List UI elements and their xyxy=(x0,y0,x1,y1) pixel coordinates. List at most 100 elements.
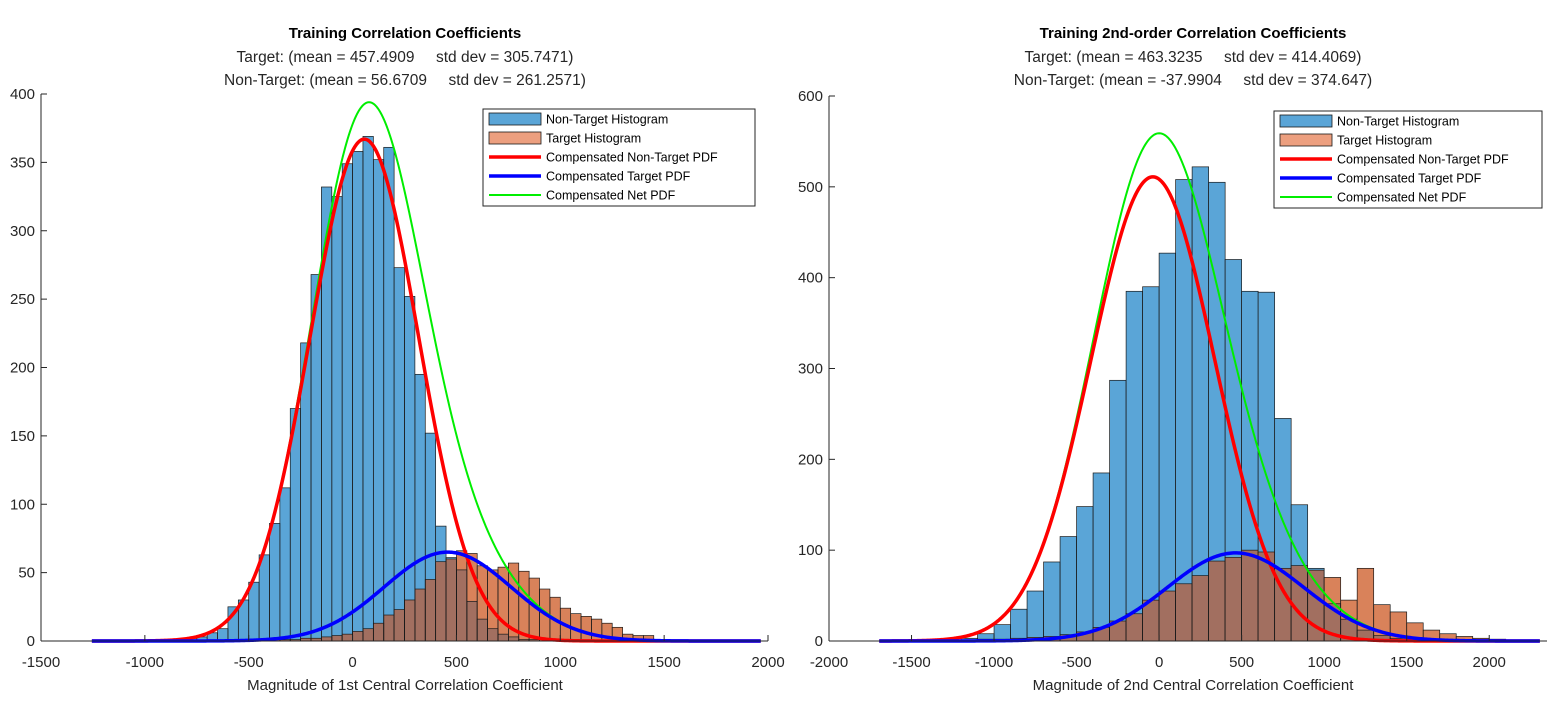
y-tick-label: 300 xyxy=(10,223,35,240)
target-bar xyxy=(497,567,509,635)
nontarget-bar xyxy=(977,633,995,640)
histogram-overlap-bar xyxy=(456,569,467,641)
target-bar xyxy=(456,550,467,570)
y-tick-label: 150 xyxy=(10,428,35,445)
nontarget-bar xyxy=(1175,179,1193,584)
nontarget-bar xyxy=(248,582,260,641)
nontarget-bar xyxy=(961,638,978,641)
legend-swatch xyxy=(488,131,542,145)
nontarget-bar xyxy=(994,624,1011,640)
histogram-overlap-bar xyxy=(1076,631,1094,641)
x-tick-label: 0 xyxy=(1155,654,1163,671)
y-tick-label: 0 xyxy=(815,633,823,650)
y-tick-label: 200 xyxy=(798,451,823,468)
y-tick-label: 300 xyxy=(798,361,823,378)
histogram-overlap-bar xyxy=(1109,621,1127,641)
nontarget-bar xyxy=(1307,568,1325,571)
chart-subtitle-target: Target: (mean = 457.4909 std dev = 305.7… xyxy=(237,49,574,66)
legend-label: Compensated Non-Target PDF xyxy=(546,151,718,165)
x-tick-label: 2000 xyxy=(1473,654,1506,671)
nontarget-bar xyxy=(259,554,270,641)
nontarget-bar xyxy=(1093,472,1110,628)
target-bar xyxy=(487,569,498,629)
histogram-overlap-bar xyxy=(1373,635,1391,641)
nontarget-bar xyxy=(1076,506,1094,632)
nontarget-histogram xyxy=(176,136,561,641)
nontarget-bar xyxy=(1060,536,1077,635)
y-tick-label: 200 xyxy=(10,360,35,377)
nontarget-bar xyxy=(435,526,447,562)
x-tick-label: -500 xyxy=(1062,654,1092,671)
histogram-overlap-bar xyxy=(466,601,478,641)
histogram-overlap-bar xyxy=(1126,613,1143,641)
chart-subtitle-target: Target: (mean = 463.3235 std dev = 414.4… xyxy=(1025,49,1362,66)
y-tick-label: 400 xyxy=(798,270,823,287)
histogram-overlap-bar xyxy=(1258,551,1275,641)
nontarget-bar xyxy=(362,136,374,629)
left-chart-correlation: Training Correlation Coefficients Target… xyxy=(10,25,785,694)
histogram-overlap-bar xyxy=(373,623,384,641)
nontarget-bar xyxy=(1274,418,1292,569)
axes: -1500 -1000 -500 0 500 1000 1500 2000 0 50 100 150 2… xyxy=(10,86,785,671)
histogram-overlap-bar xyxy=(508,636,519,641)
histogram-overlap-bar xyxy=(394,609,405,641)
nontarget-bar xyxy=(290,408,301,640)
histogram-overlap-bar xyxy=(352,631,363,641)
chart-subtitle-nontarget: Non-Target: (mean = 56.6709 std dev = 26… xyxy=(224,72,586,89)
nontarget-bar xyxy=(352,151,363,632)
x-axis-label: Magnitude of 2nd Central Correlation Coe… xyxy=(1033,677,1355,694)
target-bar xyxy=(1324,577,1341,604)
nontarget-bar xyxy=(1126,291,1143,614)
nontarget-bar xyxy=(404,296,415,600)
nontarget-bar xyxy=(425,433,436,580)
nontarget-bar xyxy=(207,632,218,641)
x-tick-label: 1000 xyxy=(1307,654,1340,671)
histogram-overlap-bar xyxy=(487,628,498,641)
y-tick-label: 350 xyxy=(10,154,35,171)
nontarget-bar xyxy=(342,163,353,635)
nontarget-bar xyxy=(414,374,426,590)
target-bar xyxy=(1406,622,1424,640)
target-bar xyxy=(1439,633,1457,641)
histogram-overlap-bar xyxy=(279,639,291,641)
legend-label: Non-Target Histogram xyxy=(1337,115,1459,129)
nontarget-bar xyxy=(217,628,228,641)
target-bar xyxy=(591,619,602,641)
nontarget-bar xyxy=(227,606,239,641)
x-tick-label: -1000 xyxy=(975,654,1013,671)
y-tick-label: 250 xyxy=(10,291,35,308)
histogram-overlap-bar xyxy=(362,628,374,641)
histogram-overlap-bar xyxy=(425,579,436,641)
nontarget-histogram xyxy=(961,166,1424,641)
axes: -2000 -1500 -1000 -500 0 500 1000 1500 2000 0 100 2… xyxy=(798,88,1547,671)
legend: Non-Target Histogram Target Histogram Comp… xyxy=(482,108,756,207)
histogram-overlap-bar xyxy=(1241,550,1259,641)
histogram-overlap-bar xyxy=(321,636,332,641)
x-tick-label: 1000 xyxy=(544,654,577,671)
nontarget-bar xyxy=(1027,591,1044,638)
nontarget-bar xyxy=(1109,380,1127,622)
x-tick-label: 1500 xyxy=(647,654,680,671)
histogram-overlap-bar xyxy=(290,639,301,641)
y-tick-label: 50 xyxy=(18,565,35,582)
nontarget-bar xyxy=(311,274,322,639)
histogram-overlap-bar xyxy=(1291,565,1308,641)
histogram-overlap-bar xyxy=(1274,568,1292,641)
histogram-overlap-bar xyxy=(1225,557,1242,641)
y-tick-label: 0 xyxy=(27,633,35,650)
y-tick-label: 500 xyxy=(798,179,823,196)
histogram-overlap-bar xyxy=(446,558,457,641)
target-bar xyxy=(466,553,478,602)
nontarget-bar xyxy=(1225,259,1242,558)
histogram-overlap-bar xyxy=(1192,575,1209,641)
nontarget-bar xyxy=(269,523,280,640)
target-bar xyxy=(1390,611,1407,639)
legend: Non-Target Histogram Target Histogram Comp… xyxy=(1273,110,1543,209)
nontarget-bar xyxy=(1159,253,1176,592)
target-bar xyxy=(570,613,582,641)
histogram-overlap-bar xyxy=(414,589,426,641)
nontarget-bar xyxy=(238,599,249,641)
legend-label: Compensated Net PDF xyxy=(546,189,676,203)
x-tick-label: 2000 xyxy=(751,654,784,671)
